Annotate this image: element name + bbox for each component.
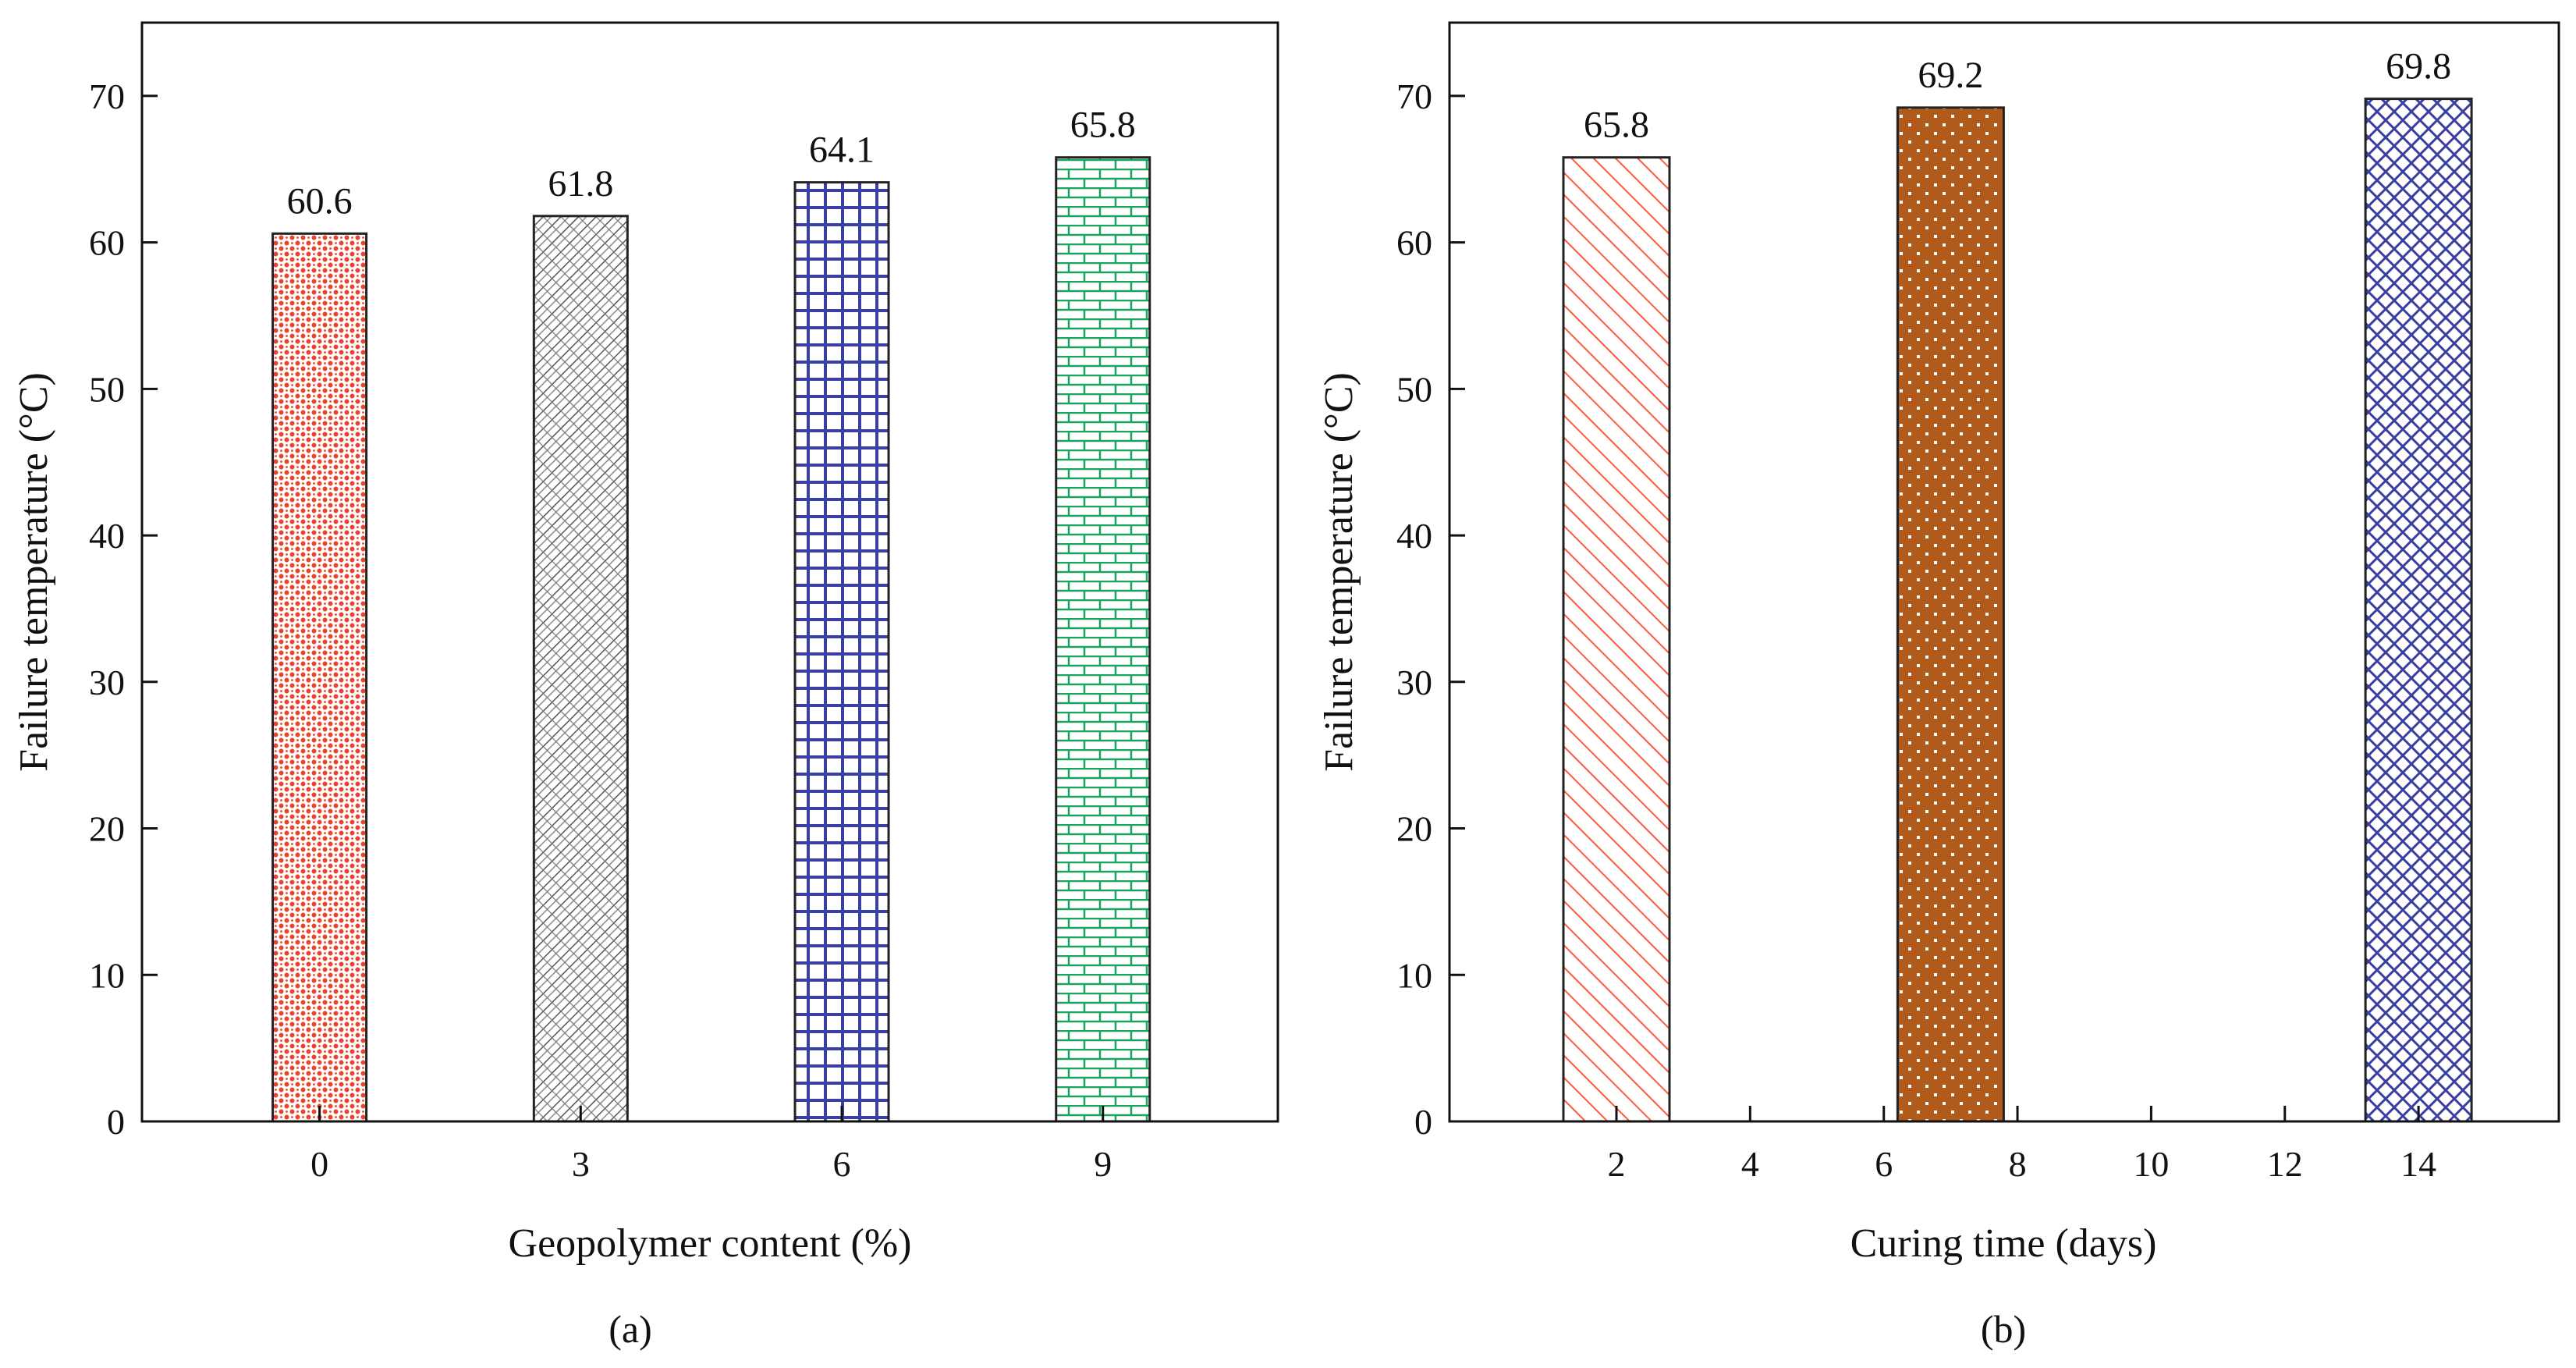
- panel-b-value-labels: 65.8 69.2 69.8: [1584, 46, 2451, 146]
- panel-b-y-tick-label-2: 20: [1396, 809, 1432, 849]
- panel-a-y-tick-label-5: 50: [89, 369, 125, 409]
- panel-b-x-tick-label-5: 12: [2267, 1144, 2303, 1184]
- panel-b-y-tick-label-6: 60: [1396, 223, 1432, 263]
- panel-a-plot-frame: [140, 21, 1279, 1123]
- panel-a-bars: [271, 156, 1151, 1123]
- panel-b-x-tick-label-6: 14: [2400, 1144, 2436, 1184]
- panel-b-bars: [1562, 98, 2473, 1123]
- panel-a-label: (a): [609, 1307, 652, 1351]
- panel-b-bar-2: [2364, 98, 2473, 1123]
- panel-a-x-tick-label-2: 6: [833, 1144, 851, 1184]
- panel-b-y-tick-label-5: 50: [1396, 369, 1432, 409]
- panel-b-x-tick-label-3: 8: [2009, 1144, 2027, 1184]
- panel-b-x-tick-label-4: 10: [2133, 1144, 2169, 1184]
- panel-b-y-tick-label-3: 30: [1396, 663, 1432, 702]
- panel-b-y-tick-label-0: 0: [1414, 1102, 1432, 1142]
- panel-b-value-label-0: 65.8: [1584, 105, 1649, 146]
- panel-a-y-tick-label-2: 20: [89, 809, 125, 849]
- panel-a-y-tick-label-6: 60: [89, 223, 125, 263]
- panel-b-x-tick-label-0: 2: [1608, 1144, 1626, 1184]
- panel-a-x-tick-label-3: 9: [1094, 1144, 1112, 1184]
- panel-b-bar-0: [1562, 156, 1671, 1123]
- panel-b-y-axis-title: Failure temperature (°C): [1317, 372, 1361, 772]
- panel-a-y-tick-label-7: 70: [89, 76, 125, 116]
- panel-b-y-ticks: 0 10 20 30 40 50 60 70: [1396, 76, 1465, 1142]
- panel-b-value-label-1: 69.2: [1918, 55, 1983, 96]
- panel-a-x-axis-title: Geopolymer content (%): [509, 1221, 912, 1266]
- panel-a-y-ticks: 0 10 20 30 40 50 60 70: [89, 76, 158, 1142]
- panel-b-y-tick-label-7: 70: [1396, 76, 1432, 116]
- panel-a-value-labels: 60.6 61.8 64.1 65.8: [287, 105, 1136, 222]
- panel-b-x-tick-label-1: 4: [1741, 1144, 1759, 1184]
- panel-a-value-label-2: 64.1: [809, 130, 875, 171]
- panel-a: 60.6 61.8 64.1 65.8 0 10 20 30 40 50 60 70 0 3 6 9 Fa…: [12, 21, 1279, 1351]
- panel-a-x-tick-label-1: 3: [572, 1144, 590, 1184]
- panel-a-y-tick-label-3: 30: [89, 663, 125, 702]
- panel-a-value-label-1: 61.8: [548, 163, 613, 204]
- panel-b-value-label-2: 69.8: [2386, 46, 2451, 87]
- panel-a-y-tick-label-1: 10: [89, 955, 125, 995]
- panel-a-x-tick-label-0: 0: [310, 1144, 328, 1184]
- panel-a-bar-2: [793, 181, 890, 1123]
- panel-b-label: (b): [1981, 1307, 2026, 1351]
- panel-b-plot-frame: [1448, 21, 2560, 1123]
- panel-a-x-ticks: 0 3 6 9: [310, 1106, 1112, 1184]
- panel-a-bar-0: [271, 232, 368, 1123]
- panel-b-y-tick-label-1: 10: [1396, 955, 1432, 995]
- panel-b-x-axis-title: Curing time (days): [1850, 1221, 2157, 1266]
- panel-b-x-tick-label-2: 6: [1875, 1144, 1893, 1184]
- panel-b-y-tick-label-4: 40: [1396, 516, 1432, 556]
- panel-a-bar-1: [532, 215, 629, 1123]
- panel-a-value-label-0: 60.6: [287, 180, 353, 222]
- panel-b-x-ticks: 2 4 6 8 10 12 14: [1608, 1106, 2436, 1184]
- panel-a-y-axis-title: Failure temperature (°C): [12, 372, 56, 772]
- panel-a-bar-3: [1055, 156, 1151, 1123]
- panel-a-y-tick-label-0: 0: [107, 1102, 125, 1142]
- panel-a-y-tick-label-4: 40: [89, 516, 125, 556]
- panel-a-value-label-3: 65.8: [1070, 105, 1136, 146]
- panel-b-bar-1: [1896, 106, 2005, 1123]
